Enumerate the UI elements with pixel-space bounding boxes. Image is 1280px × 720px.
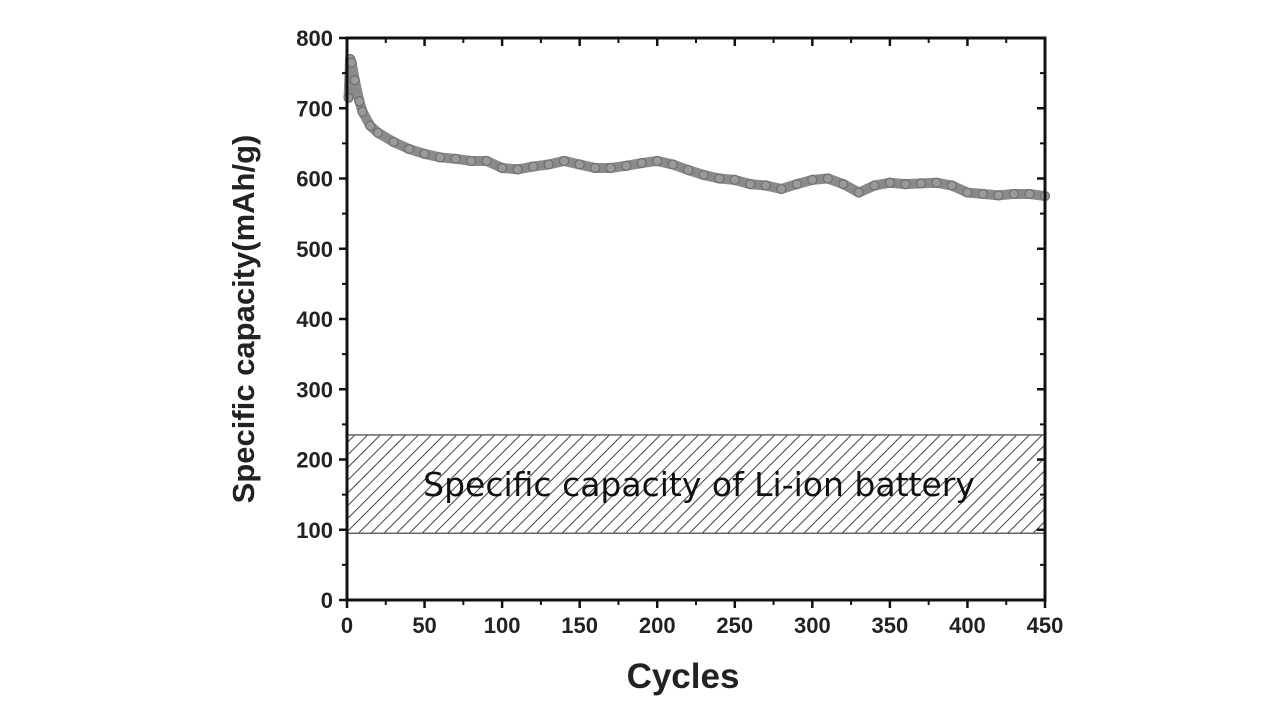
x-tick-label: 450 [1027, 613, 1064, 638]
hatched-band [346, 434, 1046, 535]
data-point [853, 187, 864, 198]
data-point [512, 164, 523, 175]
data-point [621, 160, 632, 171]
x-tick-label: 300 [794, 613, 831, 638]
data-point [343, 92, 354, 103]
x-tick-label: 150 [561, 613, 598, 638]
data-point [698, 169, 709, 181]
data-point [962, 187, 973, 198]
data-point [403, 143, 415, 155]
data-point [434, 152, 446, 163]
y-tick-label: 300 [296, 377, 333, 402]
data-point [450, 153, 461, 164]
data-point [884, 177, 895, 188]
data-point [683, 164, 694, 176]
data-point [931, 177, 942, 188]
data-point [1024, 188, 1035, 200]
data-point [481, 155, 492, 167]
y-tick-label: 200 [296, 448, 333, 473]
data-point [745, 179, 756, 190]
y-tick-label: 100 [296, 518, 333, 543]
data-point [559, 155, 570, 167]
data-point [590, 162, 601, 174]
y-tick-label: 800 [296, 26, 333, 51]
band-annotation-label: Specific capacity of Li-ion battery [423, 465, 975, 504]
data-series-line [343, 54, 1050, 202]
x-tick-label: 400 [949, 613, 986, 638]
data-point [776, 183, 787, 195]
data-point [543, 159, 554, 170]
data-point [838, 179, 849, 190]
data-point [465, 155, 477, 167]
x-tick-label: 0 [341, 613, 353, 638]
data-point [346, 57, 357, 68]
data-point [372, 127, 384, 138]
data-point [760, 180, 771, 191]
x-tick-label: 200 [639, 613, 676, 638]
data-point [605, 162, 616, 174]
data-point [977, 188, 989, 200]
x-axis-title: Cycles [627, 657, 740, 696]
data-point [357, 106, 368, 117]
y-tick-label: 500 [296, 237, 333, 262]
x-tick-label: 50 [412, 613, 436, 638]
y-axis-title: Specific capacity(mAh/g) [226, 135, 261, 504]
data-point [900, 179, 911, 190]
x-tick-label: 350 [872, 613, 909, 638]
x-tick-label: 250 [716, 613, 753, 638]
x-tick-label: 100 [484, 613, 521, 638]
data-point [574, 159, 585, 170]
data-point [636, 157, 647, 169]
data-point [791, 179, 802, 190]
data-point [807, 174, 818, 186]
data-point [365, 120, 376, 131]
data-point [349, 75, 360, 86]
data-point [993, 190, 1004, 201]
data-point [1008, 188, 1020, 200]
data-point [822, 173, 833, 184]
y-tick-label: 0 [321, 588, 333, 613]
y-tick-label: 700 [296, 96, 333, 121]
data-point [915, 178, 927, 189]
data-point [652, 155, 663, 167]
data-point [714, 173, 725, 184]
data-point [946, 180, 958, 191]
data-point [667, 159, 678, 170]
data-point [388, 136, 399, 148]
data-point [354, 96, 365, 107]
data-point [869, 180, 880, 191]
data-point [419, 148, 430, 160]
data-point [729, 174, 740, 186]
y-tick-label: 600 [296, 167, 333, 192]
data-point [528, 161, 539, 172]
y-tick-label: 400 [296, 307, 333, 332]
data-point [497, 162, 508, 174]
